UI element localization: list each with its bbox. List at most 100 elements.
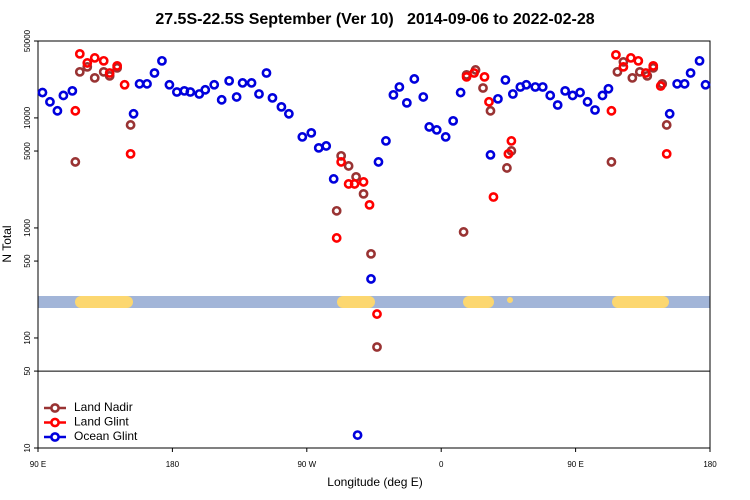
point xyxy=(664,108,675,119)
legend-marker xyxy=(50,403,60,413)
point xyxy=(700,79,711,90)
point xyxy=(58,90,69,101)
point xyxy=(358,188,369,199)
point xyxy=(575,87,585,98)
point xyxy=(372,309,382,319)
point xyxy=(606,157,617,167)
point xyxy=(661,120,672,130)
point xyxy=(70,105,81,116)
point xyxy=(119,79,130,90)
point xyxy=(507,89,518,99)
point xyxy=(142,78,152,89)
point xyxy=(685,68,696,78)
point xyxy=(246,78,257,88)
y-axis-label: N Total xyxy=(0,225,14,262)
point xyxy=(70,157,81,167)
point xyxy=(306,127,317,138)
y-tick-label: 1000 xyxy=(23,218,32,236)
x-tick-label: 180 xyxy=(166,460,180,469)
point xyxy=(381,136,391,146)
y-tick-label: 50 xyxy=(23,366,32,375)
plot-frame xyxy=(37,40,711,449)
point xyxy=(440,132,451,142)
point xyxy=(458,227,469,237)
point xyxy=(478,83,488,93)
point xyxy=(627,72,638,83)
point xyxy=(321,141,332,151)
point xyxy=(612,66,623,77)
point xyxy=(67,85,78,96)
point xyxy=(484,96,494,107)
point xyxy=(283,108,294,119)
x-tick-label: 180 xyxy=(703,460,717,469)
point xyxy=(267,92,278,103)
point xyxy=(297,132,308,142)
point xyxy=(366,274,376,284)
land-mask xyxy=(38,296,710,308)
point xyxy=(648,60,659,71)
point xyxy=(409,74,420,84)
x-tick-label: 0 xyxy=(439,460,444,469)
point xyxy=(216,94,227,105)
point xyxy=(552,100,563,110)
point xyxy=(530,82,541,92)
point xyxy=(331,205,342,216)
point xyxy=(661,148,672,159)
point xyxy=(502,163,512,173)
point xyxy=(606,105,617,116)
point xyxy=(254,89,264,99)
point xyxy=(618,61,629,72)
point xyxy=(349,179,360,189)
legend-label: Land Nadir xyxy=(74,400,133,414)
legend-label: Ocean Glint xyxy=(74,429,138,443)
y-tick-label: 50000 xyxy=(23,29,32,52)
x-tick-label: 90 W xyxy=(297,460,316,469)
point xyxy=(45,96,55,107)
point xyxy=(171,87,182,97)
point xyxy=(461,71,472,82)
point xyxy=(625,53,636,63)
point xyxy=(597,90,608,101)
point xyxy=(431,125,442,135)
point xyxy=(424,122,435,132)
point xyxy=(485,150,496,160)
point xyxy=(366,248,376,259)
point xyxy=(455,87,466,98)
point xyxy=(336,157,347,167)
point xyxy=(388,89,399,100)
point xyxy=(52,105,63,116)
point xyxy=(618,56,629,67)
x-axis-label: Longitude (deg E) xyxy=(327,475,422,489)
point xyxy=(98,55,109,66)
point xyxy=(331,233,342,243)
y-tick-label: 5000 xyxy=(23,142,32,160)
point xyxy=(128,108,139,119)
point xyxy=(74,66,85,77)
point xyxy=(237,78,248,88)
point xyxy=(313,142,324,153)
point xyxy=(469,68,479,78)
point xyxy=(134,78,145,89)
point xyxy=(125,148,136,159)
point xyxy=(261,68,272,78)
point xyxy=(640,68,651,78)
point xyxy=(224,75,235,86)
land-band xyxy=(612,296,669,308)
point xyxy=(112,60,123,71)
point xyxy=(448,115,459,126)
x-tick-label: 90 E xyxy=(30,460,46,469)
point xyxy=(488,192,499,202)
land-band xyxy=(75,296,133,308)
point xyxy=(89,53,100,63)
land-band xyxy=(337,296,375,308)
land-band xyxy=(507,297,513,303)
point xyxy=(567,90,578,101)
y-tick-label: 10 xyxy=(23,443,32,452)
point xyxy=(611,49,621,60)
point xyxy=(185,87,196,97)
point xyxy=(364,199,375,210)
legend-marker xyxy=(50,417,60,428)
point xyxy=(104,68,115,78)
point xyxy=(343,161,354,171)
point xyxy=(82,58,93,68)
